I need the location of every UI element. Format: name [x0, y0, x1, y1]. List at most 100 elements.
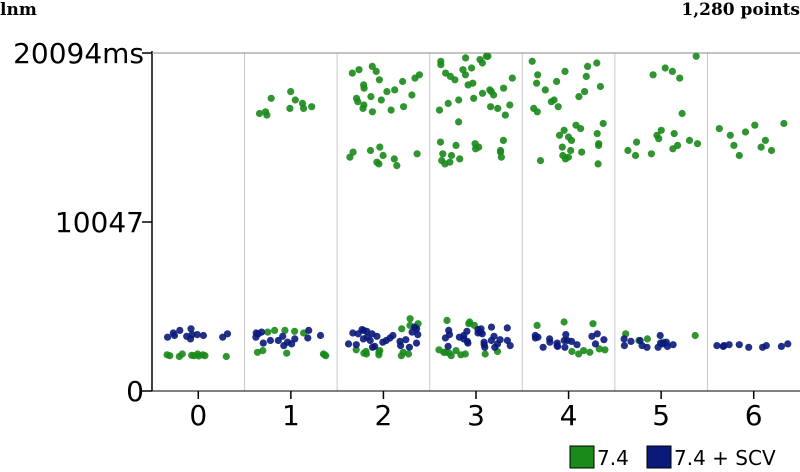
- data-point: [633, 138, 641, 146]
- data-point: [575, 350, 583, 358]
- data-point: [291, 327, 299, 335]
- data-point: [562, 331, 570, 339]
- data-point: [501, 111, 509, 119]
- data-point: [715, 125, 723, 133]
- data-point: [620, 335, 628, 343]
- data-point: [487, 88, 495, 96]
- data-point: [267, 94, 275, 102]
- data-point: [368, 62, 376, 70]
- data-point: [631, 151, 640, 160]
- y-tick-label: 10047: [55, 206, 144, 239]
- data-point: [564, 133, 573, 141]
- data-point: [745, 343, 753, 351]
- data-point: [564, 153, 573, 161]
- legend-swatch: [646, 445, 672, 469]
- data-point: [581, 88, 589, 96]
- data-point: [563, 336, 571, 345]
- data-point: [624, 146, 632, 155]
- data-point: [584, 62, 592, 70]
- data-point: [491, 343, 499, 351]
- data-point: [391, 86, 399, 94]
- data-point: [487, 103, 495, 111]
- data-point: [567, 146, 575, 155]
- data-point: [359, 104, 367, 112]
- data-point: [533, 79, 541, 87]
- data-point: [408, 91, 416, 99]
- data-point: [383, 88, 391, 96]
- data-point: [577, 125, 585, 133]
- data-point: [346, 153, 354, 161]
- data-point: [656, 331, 664, 340]
- data-point: [468, 64, 476, 72]
- data-point: [447, 352, 455, 360]
- data-point: [375, 76, 383, 84]
- x-tick-label: 1: [282, 399, 300, 432]
- data-point: [193, 331, 201, 339]
- data-point: [596, 82, 605, 91]
- data-point: [558, 143, 566, 151]
- data-point: [663, 342, 672, 350]
- data-point: [541, 86, 549, 94]
- data-point: [283, 349, 291, 357]
- data-point: [348, 69, 356, 77]
- data-point: [223, 330, 232, 338]
- data-point: [390, 155, 398, 163]
- data-points: [163, 52, 792, 361]
- data-point: [446, 72, 454, 80]
- x-tick-label: 4: [560, 399, 578, 432]
- data-point: [439, 150, 447, 158]
- data-point: [462, 54, 470, 62]
- data-point: [377, 96, 385, 104]
- data-point: [406, 315, 414, 323]
- data-point: [593, 59, 601, 67]
- data-point: [259, 339, 267, 347]
- data-point: [643, 335, 652, 343]
- data-point: [508, 74, 516, 82]
- data-point: [534, 71, 542, 79]
- data-point: [494, 104, 502, 112]
- data-point: [178, 350, 186, 358]
- data-point: [588, 332, 596, 340]
- data-point: [286, 104, 294, 112]
- data-point: [352, 94, 361, 102]
- data-point: [496, 336, 504, 344]
- data-point: [435, 346, 443, 354]
- data-point: [649, 71, 657, 79]
- data-point: [647, 150, 656, 158]
- data-point: [291, 335, 299, 343]
- data-point: [575, 93, 583, 101]
- data-point: [553, 339, 561, 347]
- y-tick-label: 20094ms: [13, 37, 144, 70]
- y-tick-label: 0: [126, 375, 144, 408]
- data-point: [474, 326, 482, 334]
- data-point: [669, 145, 677, 153]
- data-point: [452, 141, 460, 149]
- data-point: [735, 151, 743, 160]
- tick-labels: 0 10047 20094ms 0 1 2 3 4 5 6: [13, 37, 763, 432]
- data-point: [685, 136, 694, 144]
- data-point: [726, 131, 734, 139]
- data-point: [533, 321, 541, 329]
- data-point: [478, 89, 487, 97]
- data-point: [481, 350, 489, 358]
- data-point: [379, 338, 387, 346]
- data-point: [560, 318, 568, 326]
- data-point: [751, 121, 759, 129]
- data-point: [199, 331, 207, 340]
- data-point: [368, 108, 376, 116]
- data-point: [568, 347, 576, 356]
- data-point: [561, 343, 569, 351]
- x-tick-label: 5: [652, 399, 670, 432]
- data-point: [188, 351, 196, 359]
- data-point: [767, 146, 776, 155]
- data-point: [367, 93, 375, 101]
- data-point: [201, 352, 209, 360]
- data-point: [503, 336, 511, 345]
- data-point: [187, 325, 195, 333]
- legend-label: 7.4 + SCV: [674, 446, 776, 470]
- data-point: [484, 52, 492, 60]
- data-point: [654, 343, 662, 351]
- data-point: [594, 160, 602, 168]
- data-point: [546, 335, 554, 343]
